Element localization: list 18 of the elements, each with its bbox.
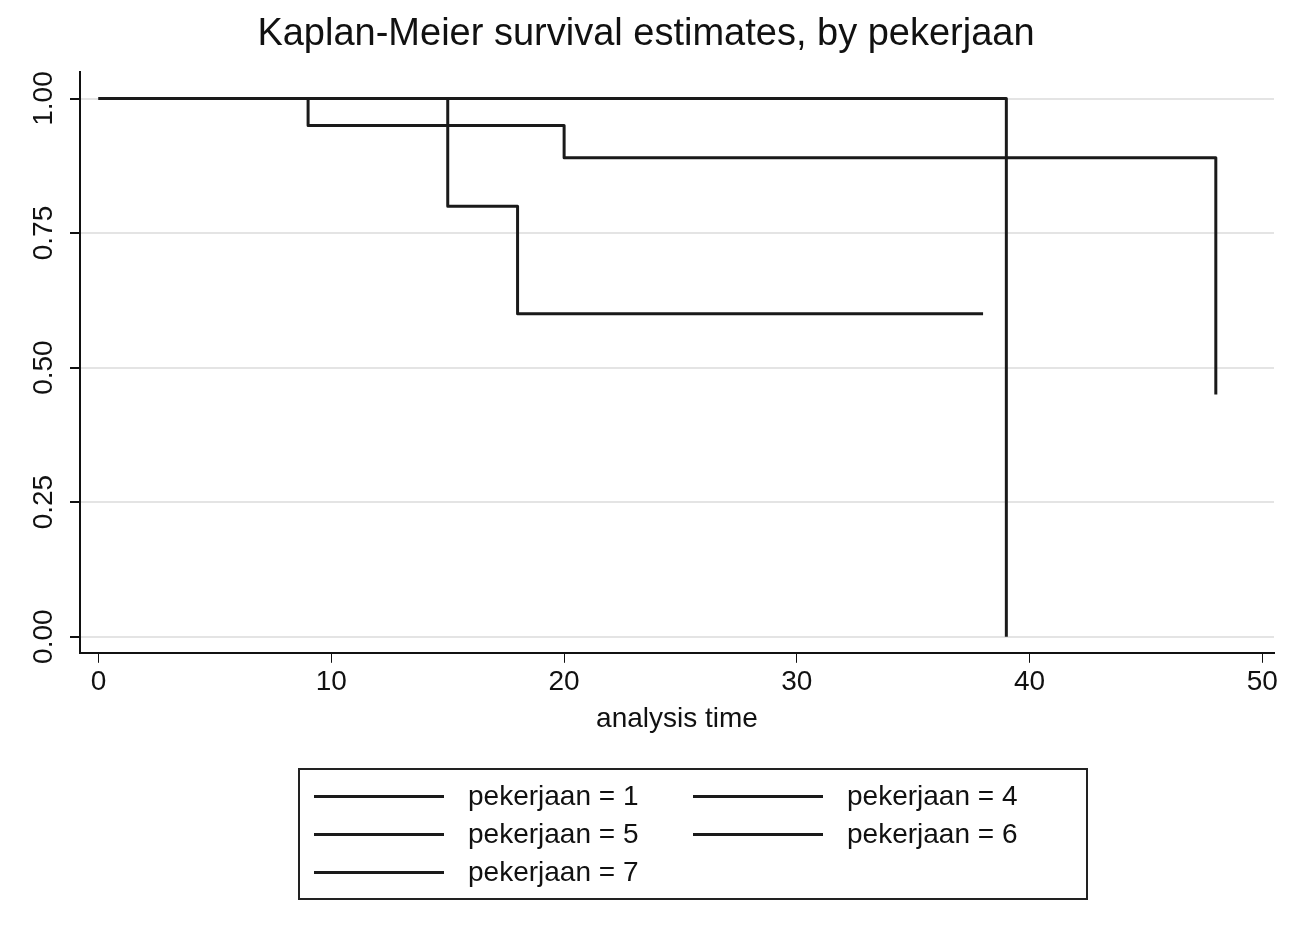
x-tick-label: 20	[548, 665, 580, 697]
x-axis-title: analysis time	[596, 701, 758, 733]
x-tick-label: 50	[1246, 665, 1278, 697]
legend-label: pekerjaan = 4	[847, 780, 1018, 812]
chart-title: Kaplan-Meier survival estimates, by pekerjaan	[257, 11, 1035, 54]
y-tick-label: 0.25	[26, 474, 58, 530]
legend-label: pekerjaan = 5	[468, 818, 639, 850]
legend-label: pekerjaan = 7	[468, 856, 639, 888]
legend-label: pekerjaan = 6	[847, 818, 1018, 850]
y-tick-label: 1.00	[26, 71, 58, 126]
y-tick-label: 0.00	[26, 609, 58, 664]
legend-label: pekerjaan = 1	[468, 780, 639, 812]
y-tick-label: 0.75	[26, 205, 58, 261]
y-tick-label: 0.50	[26, 340, 58, 395]
x-tick-label: 30	[781, 665, 813, 697]
x-tick-label: 40	[1014, 665, 1046, 697]
x-tick-label: 0	[90, 665, 107, 697]
x-tick-label: 10	[315, 665, 347, 697]
